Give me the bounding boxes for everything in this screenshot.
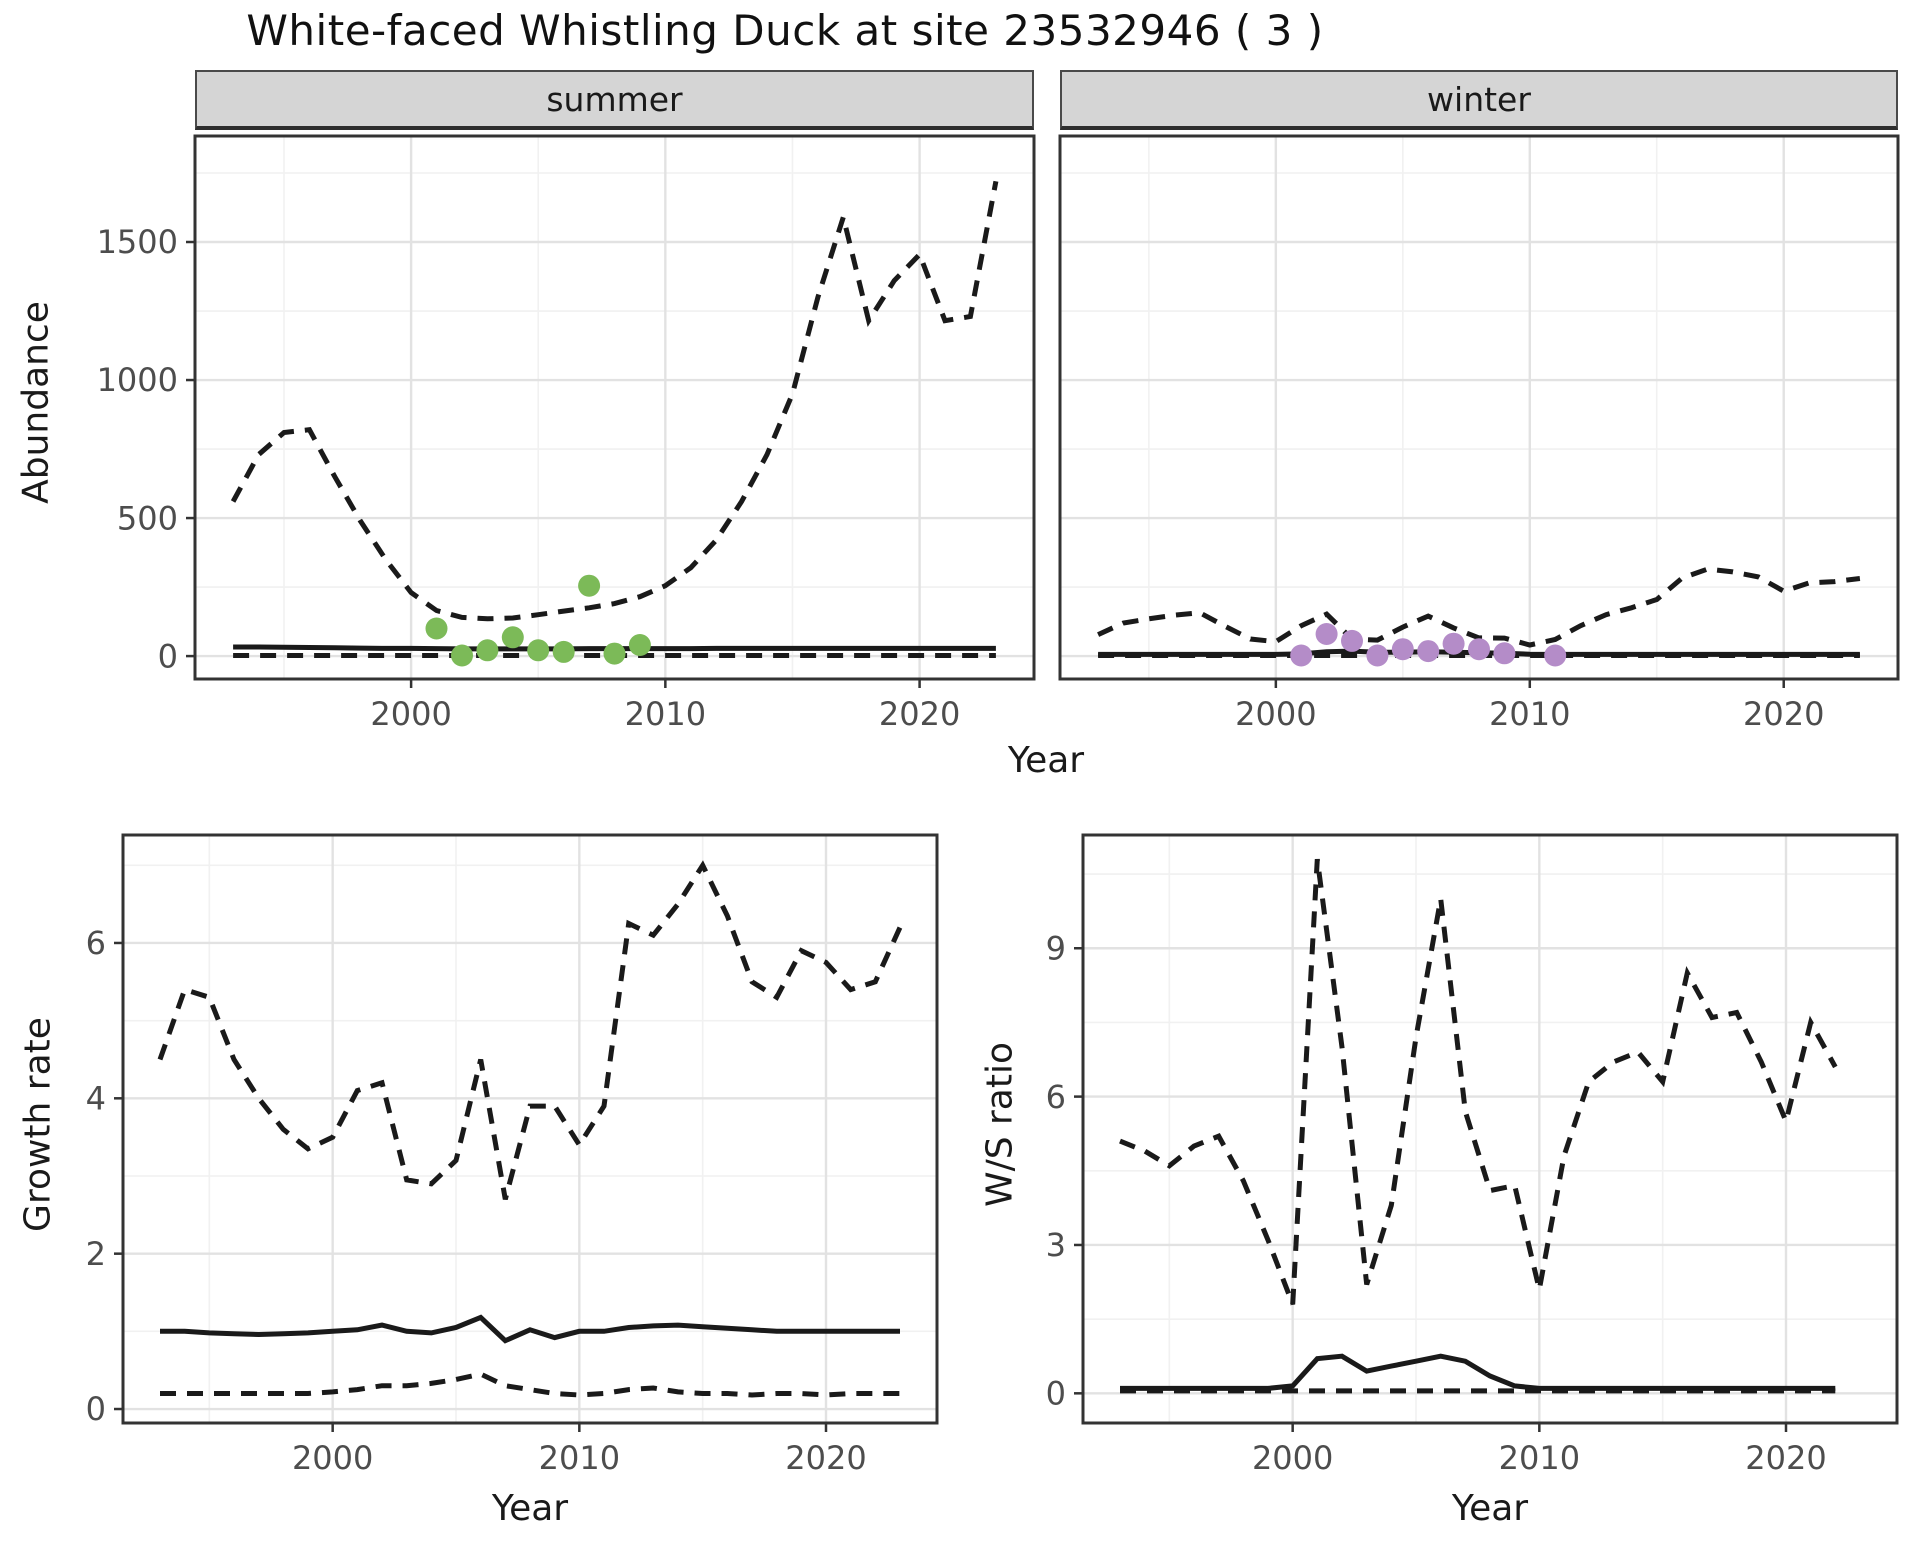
winter-observations-point xyxy=(1544,644,1567,667)
summer-observations-point xyxy=(578,574,601,597)
panel-growth-rate: 2000 2010 2020 0 2 4 6 xyxy=(86,833,939,1477)
winter-observations-point xyxy=(1341,629,1363,652)
growth-rate-series xyxy=(157,860,903,1398)
y-axis-title-ws-ratio: W/S ratio xyxy=(979,1041,1021,1208)
summer-observations-point xyxy=(527,639,550,662)
winter-observations-point xyxy=(1468,638,1490,661)
x-axis-title-year-bottom-right: Year xyxy=(1451,1488,1529,1529)
svg-text:6: 6 xyxy=(1046,1078,1066,1116)
summer-observations-point xyxy=(476,639,499,662)
svg-text:6: 6 xyxy=(86,924,106,962)
facet-strip-summer-label: summer xyxy=(546,79,683,119)
winter-observations-point xyxy=(1315,623,1338,645)
svg-text:1000: 1000 xyxy=(97,361,178,399)
growth-rate-upper_ci-line xyxy=(157,860,903,1200)
svg-text:2000: 2000 xyxy=(370,695,451,733)
growth-rate-median-line xyxy=(160,1314,900,1344)
panel-ws-ratio: 2000 2010 2020 0 3 6 9 xyxy=(1046,833,1899,1477)
svg-text:2000: 2000 xyxy=(1235,695,1316,733)
svg-text:500: 500 xyxy=(117,499,178,537)
svg-text:2000: 2000 xyxy=(1252,1439,1333,1477)
svg-text:0: 0 xyxy=(158,637,178,675)
svg-text:2010: 2010 xyxy=(625,695,706,733)
growth-rate-lower_ci-line xyxy=(160,1371,900,1398)
y-axis-title-growth-rate: Growth rate xyxy=(17,1017,59,1232)
svg-text:2020: 2020 xyxy=(785,1439,866,1477)
summer-observations-point xyxy=(603,642,626,665)
abundance-winter-upper_ci-line xyxy=(1097,566,1861,648)
svg-text:1500: 1500 xyxy=(97,223,178,261)
abundance-winter-series xyxy=(1097,566,1861,667)
svg-text:2020: 2020 xyxy=(1745,1439,1826,1477)
summer-observations-point xyxy=(552,640,575,663)
facet-strip-winter: winter xyxy=(1060,70,1898,130)
ws-ratio-series xyxy=(1119,858,1838,1394)
svg-text:0: 0 xyxy=(1046,1375,1066,1413)
facet-strip-winter-label: winter xyxy=(1427,79,1531,119)
y-axis-title-abundance: Abundance xyxy=(15,301,57,504)
panel-abundance-winter: 2000 2010 2020 xyxy=(1058,134,1900,733)
summer-observations-point xyxy=(451,644,473,667)
x-axis-title-year-bottom-left: Year xyxy=(491,1488,569,1529)
svg-text:2010: 2010 xyxy=(1499,1439,1580,1477)
svg-text:2: 2 xyxy=(86,1235,106,1273)
chart-title: White-faced Whistling Duck at site 23532… xyxy=(246,6,1324,55)
summer-observations-point xyxy=(501,626,524,649)
panel-abundance-summer: 2000 2010 2020 0 500 1000 1500 xyxy=(97,134,1036,733)
svg-text:0: 0 xyxy=(86,1390,106,1428)
abundance-summer-upper_ci-line xyxy=(230,180,999,622)
svg-text:3: 3 xyxy=(1046,1226,1066,1264)
svg-text:2020: 2020 xyxy=(879,695,960,733)
ws-ratio-upper_ci-line xyxy=(1119,858,1838,1306)
svg-text:2010: 2010 xyxy=(539,1439,620,1477)
winter-observations-point xyxy=(1290,644,1313,667)
winter-observations-point xyxy=(1493,642,1516,665)
x-axis-title-year-top: Year xyxy=(1007,740,1085,781)
facet-strip-summer: summer xyxy=(195,70,1034,130)
winter-observations-point xyxy=(1442,632,1465,655)
svg-text:4: 4 xyxy=(86,1080,106,1118)
winter-observations-point xyxy=(1366,644,1389,667)
svg-text:2010: 2010 xyxy=(1489,695,1570,733)
summer-observations-point xyxy=(425,617,448,640)
svg-text:2000: 2000 xyxy=(292,1439,373,1477)
summer-observations-point xyxy=(628,634,651,656)
svg-text:9: 9 xyxy=(1046,929,1066,967)
winter-observations-point xyxy=(1417,640,1440,663)
abundance-summer-series xyxy=(230,180,999,667)
winter-observations-point xyxy=(1391,638,1414,661)
svg-text:2020: 2020 xyxy=(1743,695,1824,733)
